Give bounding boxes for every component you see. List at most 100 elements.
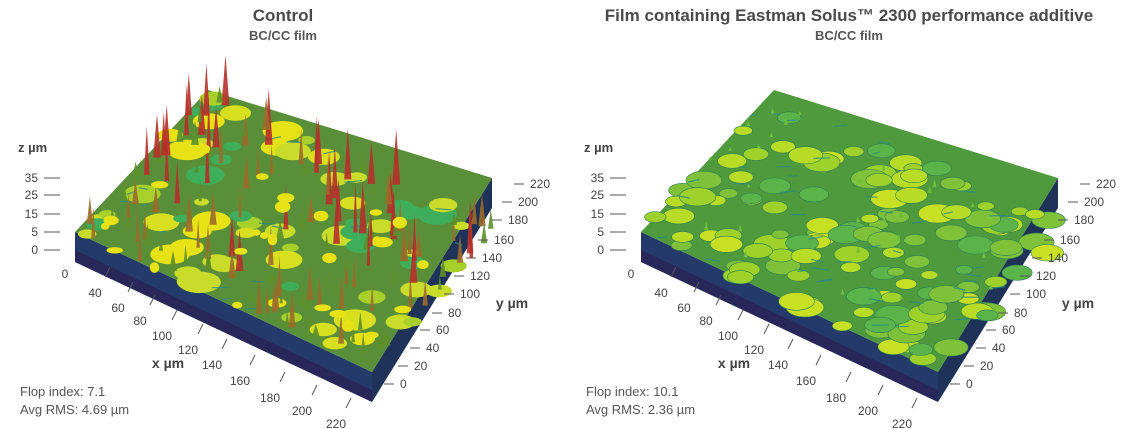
surface-plateau [1001,264,1033,281]
x-tick-mark [715,294,722,306]
surface-plateau [903,234,927,246]
surface-spike [743,250,748,258]
surface-crack [138,187,148,190]
x-tick-label: 0 [62,267,69,281]
x-tick-mark [693,281,700,293]
y-tick-label: 0 [400,377,407,391]
surface-spike [409,239,418,283]
surface-crack [454,241,463,246]
surface-crack [943,211,954,215]
surface-highlight [372,236,382,245]
z-tick-label: 5 [597,225,604,239]
surface-spike [738,224,743,232]
y-tick-label: 160 [494,233,514,247]
surface-plateau [882,247,905,259]
surface-spike [174,161,181,204]
surface-spike [169,250,177,272]
surface-spike [770,108,775,114]
surface-spike [216,85,223,103]
x-tick-mark [345,397,352,409]
surface-spike [478,194,486,227]
surface-spike [466,200,474,254]
surface-spike [132,178,139,205]
surface-spike [422,279,428,306]
surface-spike [970,203,975,208]
x-tick-label: 220 [326,417,346,429]
slab-base-band [75,250,372,402]
surface-spike [267,267,276,284]
surface-crack [892,250,902,254]
surface-crack [894,325,910,328]
surface-plateau [400,281,433,298]
surface-spike [228,249,236,278]
x-tick-label: 180 [260,391,280,405]
surface-crack [871,324,890,326]
surface-spike [370,283,374,311]
x-tick-label: 100 [152,329,172,343]
surface-highlight [329,310,348,318]
surface-plateau [758,177,792,195]
surface-spike [920,303,925,312]
x-tick-label: 40 [654,286,668,300]
surface-spike [137,230,142,261]
y-tick-label: 200 [518,195,538,209]
surface-spike [858,177,863,183]
y-axis-label: y µm [496,295,528,311]
surface-plateau [678,187,717,207]
surface-spike [191,121,199,145]
surface-crack [244,307,258,310]
surface-spike [756,144,761,149]
surface-spike [450,212,458,225]
surface-spike [300,292,306,306]
surface-plateau [976,201,995,211]
surface-spike [382,328,391,346]
surface-crack [251,280,264,283]
surface-spike [358,181,367,234]
surface-plateau [761,200,788,214]
surface-highlight [103,215,119,226]
surface-highlight [392,216,407,229]
flop-index-label: Flop index: 10.1 [586,384,679,399]
surface-spike [400,222,409,262]
surface-plateau [143,213,180,232]
surface-highlight [322,252,337,264]
surface-crack [808,236,823,240]
surface-crack [816,278,833,283]
surface-spike [221,55,230,106]
z-tick-label: 0 [31,243,38,257]
surface-spike [288,291,296,328]
y-tick-label: 220 [530,177,550,191]
surface-spike [298,128,304,165]
surface-spike [279,292,283,304]
surface-spike [325,159,330,195]
y-tick-label: 40 [426,341,440,355]
surface-plateau [798,186,830,203]
surface-spike [152,186,160,213]
surface-spike [769,132,774,138]
surface-plateau [853,306,875,318]
surface-spike [840,289,845,295]
surface-plateau [957,235,995,255]
surface-highlight [394,305,412,314]
y-tick-label: 200 [1084,195,1104,209]
z-tick-label: 25 [25,188,39,202]
surface-plateau [920,270,939,280]
surface-spike [306,317,310,338]
surface-plateau [846,287,882,306]
surface-crack [733,182,752,185]
z-tick-label: 5 [31,225,38,239]
surface-spike [317,276,322,306]
surface-spike [408,272,413,309]
surface-spike [265,283,269,314]
surface-plateau [867,231,902,249]
y-tick-label: 140 [1048,251,1068,265]
surface-highlight [314,304,331,312]
surface-spike [91,206,96,238]
surface-crack [687,178,700,183]
surface-spike [988,283,993,290]
surface-plateau [733,125,753,136]
surface-spike [896,233,901,241]
surface-plateau [220,105,251,121]
surface-spike [238,184,242,218]
surface-spike [158,238,164,251]
